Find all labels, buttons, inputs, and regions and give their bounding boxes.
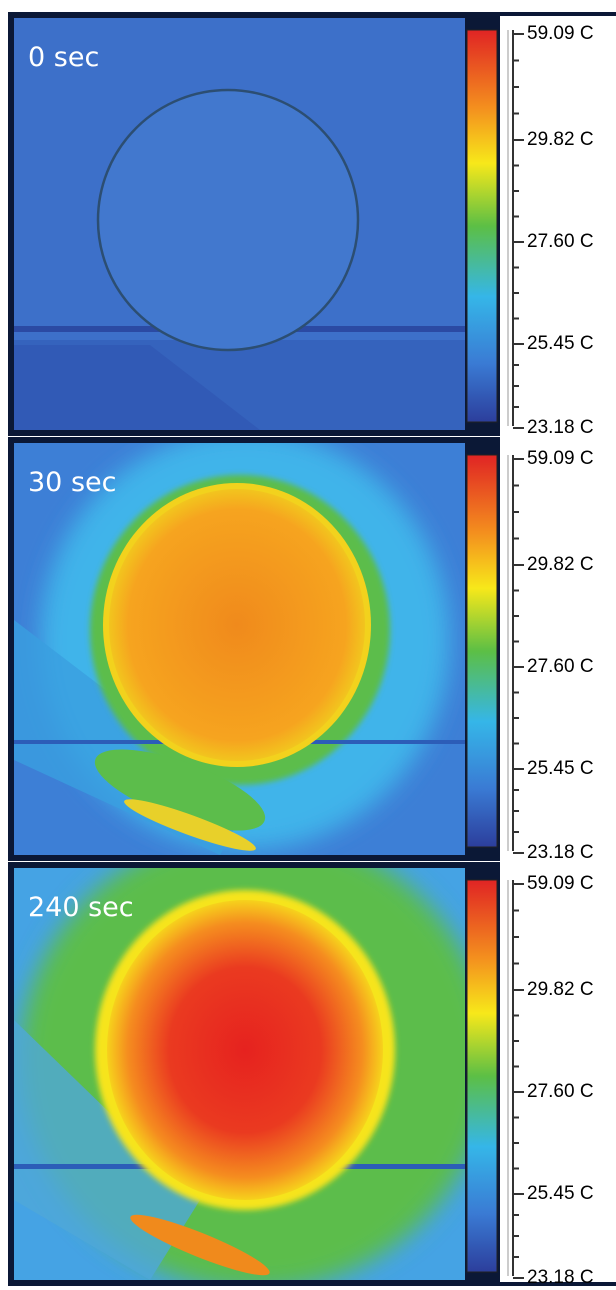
colorbar bbox=[467, 455, 497, 847]
time-label: 0 sec bbox=[28, 42, 99, 73]
scale-label: 23.18 C bbox=[527, 842, 594, 863]
scale-label: 59.09 C bbox=[527, 873, 594, 894]
scale-label: 25.45 C bbox=[527, 333, 594, 354]
scale-label: 23.18 C bbox=[527, 1267, 594, 1288]
colorbar bbox=[467, 880, 497, 1272]
scale-label: 29.82 C bbox=[527, 129, 594, 150]
scale-label: 29.82 C bbox=[527, 979, 594, 1000]
scale-label: 59.09 C bbox=[527, 23, 594, 44]
thermal-image bbox=[14, 18, 465, 430]
scale-label: 23.18 C bbox=[527, 417, 594, 438]
colorbar bbox=[467, 30, 497, 422]
scale-label: 27.60 C bbox=[527, 231, 594, 252]
figure: 0 sec 59.09 C 29.82 C 27.60 C 25.45 C 23.18 C… bbox=[0, 0, 616, 1290]
scale-label: 27.60 C bbox=[527, 656, 594, 677]
scale-label: 25.45 C bbox=[527, 758, 594, 779]
scale-label: 29.82 C bbox=[527, 554, 594, 575]
time-label: 240 sec bbox=[28, 892, 134, 923]
scale-label: 25.45 C bbox=[527, 1183, 594, 1204]
page: {"panels": [ {"label": "0 sec", "scale":… bbox=[0, 0, 616, 1290]
time-label: 30 sec bbox=[28, 467, 116, 498]
scale-label: 27.60 C bbox=[527, 1081, 594, 1102]
scale-label: 59.09 C bbox=[527, 448, 594, 469]
